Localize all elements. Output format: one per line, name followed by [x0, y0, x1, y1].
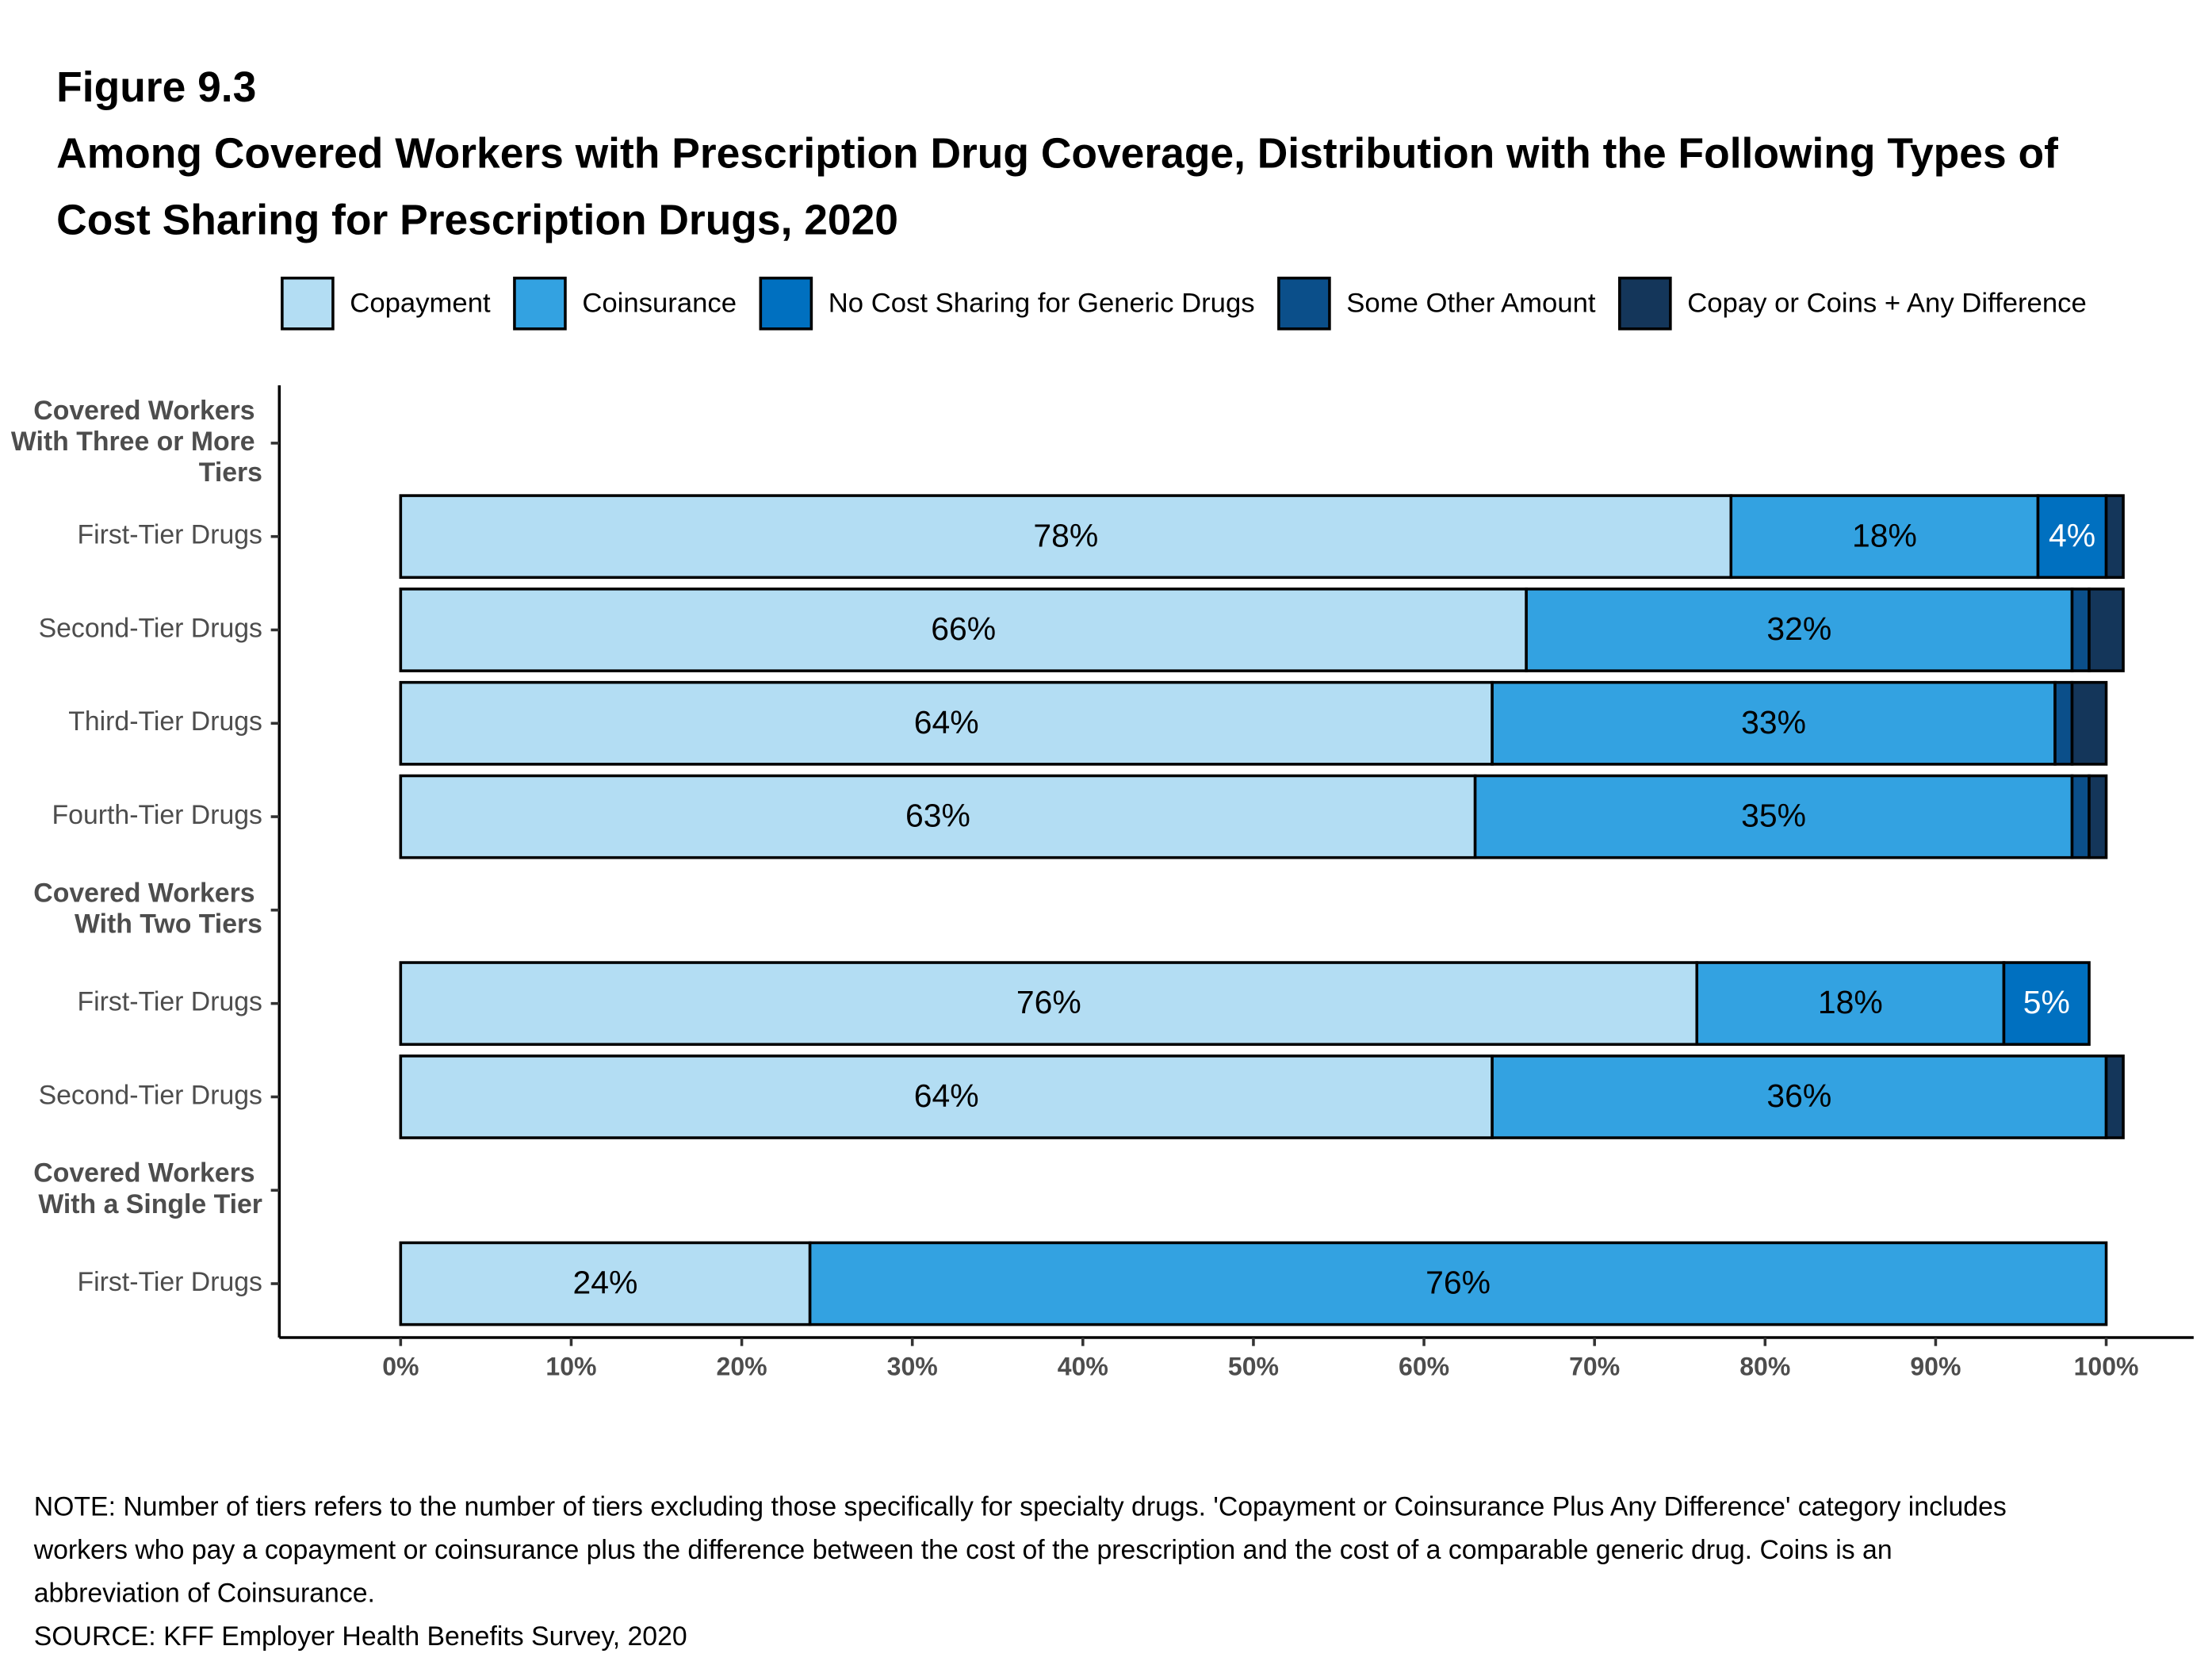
- y-tick-label: Third-Tier Drugs: [68, 706, 262, 737]
- bar-segment: [1491, 680, 2057, 766]
- group-label: Covered Workers With Three or More Tiers: [11, 396, 262, 488]
- bar-segment: [2104, 1054, 2125, 1139]
- legend-swatch: [1618, 276, 1672, 331]
- data-label: 32%: [1766, 610, 1831, 647]
- data-label: 76%: [1016, 984, 1081, 1020]
- data-label: 18%: [1852, 517, 1917, 553]
- bar-segment: [2053, 680, 2074, 766]
- bar-segment: [2036, 494, 2108, 580]
- bar-segment: [399, 774, 1477, 859]
- source: SOURCE: KFF Employer Health Benefits Sur…: [34, 1621, 687, 1652]
- bar-segment: [2070, 680, 2108, 766]
- bar-segment: [1729, 494, 2040, 580]
- x-tick-label: 10%: [545, 1353, 596, 1381]
- bar-segment: [399, 494, 1733, 580]
- data-label: 64%: [914, 1077, 979, 1114]
- data-label: 4%: [2049, 517, 2095, 553]
- data-label: 63%: [905, 798, 970, 834]
- y-tick-label: First-Tier Drugs: [78, 520, 262, 550]
- bar-segment: [2088, 588, 2125, 672]
- data-label: 36%: [1766, 1077, 1831, 1114]
- bar-segment: [2002, 961, 2091, 1047]
- x-tick-label: 40%: [1058, 1353, 1108, 1381]
- x-tick-label: 100%: [2074, 1353, 2139, 1381]
- data-label: 78%: [1033, 517, 1098, 553]
- bar-segment: [399, 1241, 812, 1326]
- group-label: Covered Workers With a Single Tier: [33, 1158, 262, 1219]
- y-tick-label: Second-Tier Drugs: [39, 1080, 262, 1110]
- legend-swatch: [513, 276, 567, 331]
- x-tick-label: 20%: [717, 1353, 767, 1381]
- bar-segment: [399, 588, 1528, 672]
- legend-swatch: [281, 276, 335, 331]
- data-label: 66%: [931, 610, 996, 647]
- data-label: 33%: [1741, 704, 1806, 741]
- y-tick-label: Fourth-Tier Drugs: [52, 800, 262, 830]
- bar-segment: [1525, 588, 2074, 672]
- x-tick-label: 90%: [1910, 1353, 1961, 1381]
- group-label: Covered Workers With Two Tiers: [33, 878, 262, 939]
- data-label: 64%: [914, 704, 979, 741]
- x-tick-label: 50%: [1228, 1353, 1279, 1381]
- data-label: 24%: [573, 1265, 638, 1301]
- bar-segment: [808, 1241, 2108, 1326]
- legend-swatch: [759, 276, 813, 331]
- bar-segment: [399, 680, 1494, 766]
- x-tick-label: 70%: [1569, 1353, 1620, 1381]
- legend-label: Some Other Amount: [1346, 289, 1596, 319]
- legend-label: No Cost Sharing for Generic Drugs: [829, 289, 1255, 319]
- data-label: 5%: [2023, 984, 2070, 1020]
- x-tick-label: 30%: [887, 1353, 938, 1381]
- bar-segment: [2088, 774, 2108, 859]
- bar-segment: [2070, 774, 2091, 859]
- note: NOTE: Number of tiers refers to the numb…: [33, 1491, 2015, 1608]
- bar-segment: [1695, 961, 2006, 1047]
- x-tick-label: 60%: [1399, 1353, 1449, 1381]
- x-tick-label: 80%: [1739, 1353, 1790, 1381]
- data-label: 18%: [1818, 984, 1883, 1020]
- bar-segment: [2104, 494, 2125, 580]
- chart-title: Figure 9.3: [56, 64, 256, 111]
- y-tick-label: Second-Tier Drugs: [39, 613, 262, 643]
- legend-swatch: [1277, 276, 1331, 331]
- y-tick-label: First-Tier Drugs: [78, 987, 262, 1017]
- data-label: 76%: [1426, 1265, 1491, 1301]
- legend-label: Copay or Coins + Any Difference: [1687, 289, 2087, 319]
- bar-segment: [1473, 774, 2074, 859]
- data-label: 35%: [1741, 798, 1806, 834]
- bar-segment: [2070, 588, 2091, 672]
- legend-label: Copayment: [350, 289, 491, 319]
- bar-segment: [1491, 1054, 2108, 1139]
- legend-label: Coinsurance: [582, 289, 737, 319]
- x-tick-label: 0%: [382, 1353, 419, 1381]
- chart-subtitle: Among Covered Workers with Prescription …: [56, 131, 2070, 244]
- y-tick-label: First-Tier Drugs: [78, 1267, 262, 1297]
